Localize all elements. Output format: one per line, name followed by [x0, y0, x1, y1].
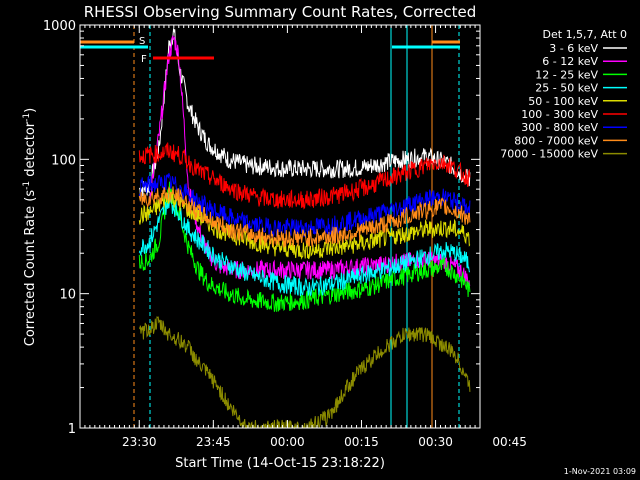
y-tick-label-1: 10	[59, 288, 76, 303]
legend-label-4: 50 - 100 keV	[528, 95, 598, 108]
chart-title: RHESSI Observing Summary Count Rates, Co…	[84, 3, 477, 21]
series-line-2	[138, 181, 471, 312]
x-tick-label-1: 23:45	[196, 435, 231, 449]
y-tick-label-2: 100	[51, 153, 76, 168]
x-tick-label-5: 00:45	[492, 435, 527, 449]
y-tick-label-0: 1	[68, 422, 76, 437]
annotation-s: S	[139, 36, 145, 47]
x-tick-label-2: 00:00	[270, 435, 305, 449]
footer-date: 1-Nov-2021 03:09	[564, 467, 636, 476]
legend-label-6: 300 - 800 keV	[521, 121, 598, 134]
x-tick-label-3: 00:15	[344, 435, 379, 449]
legend-label-3: 25 - 50 keV	[535, 82, 598, 95]
series-line-0	[138, 28, 471, 197]
y-axis-label: Corrected Count Rate (s-1 detector-1)	[22, 108, 38, 346]
plot-frame	[79, 24, 481, 429]
x-axis-label: Start Time (14-Oct-15 23:18:22)	[175, 456, 385, 471]
legend-header: Det 1,5,7, Att 0	[543, 28, 627, 41]
x-tick-label-4: 00:30	[418, 435, 453, 449]
series-line-7	[138, 186, 471, 248]
legend-label-0: 3 - 6 keV	[549, 42, 598, 55]
y-tick-label-3: 1000	[43, 19, 76, 34]
series-line-5	[138, 142, 471, 210]
legend-label-8: 7000 - 15000 keV	[500, 148, 598, 161]
legend-label-2: 12 - 25 keV	[535, 68, 598, 81]
plot-area: SF 23:30 23:45 00:00 00:15 00:30 00:45 1 10 100 10…	[43, 19, 527, 449]
series-line-8	[138, 316, 471, 430]
x-tick-label-0: 23:30	[122, 435, 157, 449]
series-line-4	[138, 190, 471, 260]
legend-label-5: 100 - 300 keV	[521, 108, 598, 121]
legend-label-1: 6 - 12 keV	[542, 55, 598, 68]
annotation-f: F	[141, 54, 147, 65]
series-line-3	[138, 193, 470, 297]
legend-label-7: 800 - 7000 keV	[514, 134, 598, 147]
